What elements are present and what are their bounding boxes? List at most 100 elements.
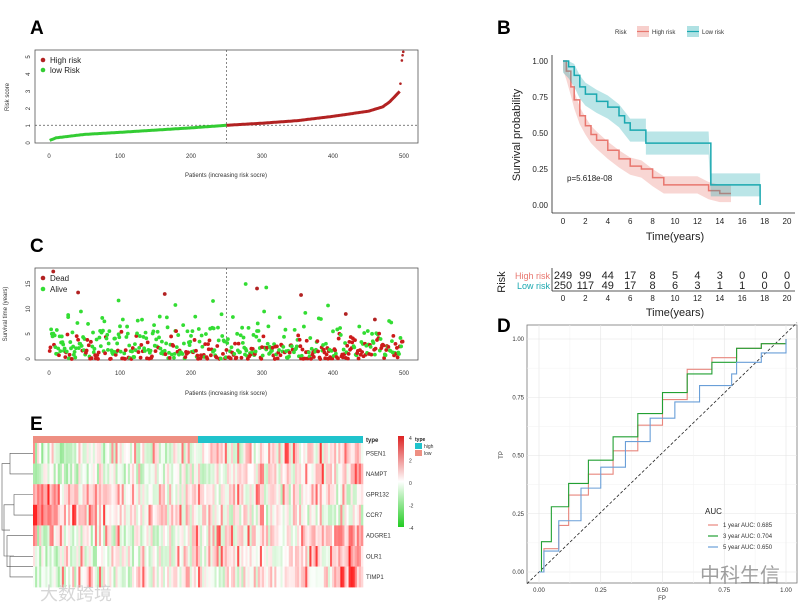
heatmap-cell (294, 504, 298, 526)
heatmap-cell (220, 546, 224, 567)
heatmap-cell (115, 566, 118, 588)
heatmap-cell (59, 443, 63, 464)
heatmap-cell (74, 484, 77, 505)
heatmap-cell (123, 546, 127, 567)
alive-point (62, 346, 67, 351)
dead-point (350, 340, 355, 345)
heatmap-cell (249, 566, 252, 588)
heatmap-cell (148, 525, 151, 547)
heatmap-cell (340, 504, 343, 526)
heatmap-cell (222, 525, 226, 547)
heatmap-cell (138, 566, 141, 588)
heatmap-cell (59, 566, 63, 588)
heatmap-cell (216, 546, 219, 567)
heatmap-cell (195, 443, 199, 464)
gene-label: NAMPT (366, 472, 387, 478)
y-tick-label: 0.75 (532, 93, 548, 102)
alive-point (398, 336, 403, 340)
heatmap-cell (200, 463, 203, 485)
heatmap-cell (228, 463, 232, 485)
heatmap-cell (332, 546, 335, 567)
y-axis-label: Survival time (years) (3, 287, 9, 342)
risk-table-value: 3 (694, 280, 700, 292)
heatmap-cell (356, 525, 360, 547)
heatmap-cell (247, 463, 250, 485)
heatmap-cell (35, 525, 38, 547)
alive-point (181, 323, 186, 328)
low-risk-points (49, 123, 227, 142)
dead-point (89, 356, 94, 361)
heatmap-cell (204, 546, 207, 567)
heatmap-cell (276, 566, 279, 588)
heatmap-cell (200, 484, 203, 505)
dead-point (65, 332, 70, 337)
heatmap-cell (35, 484, 38, 505)
dead-point (96, 350, 101, 355)
heatmap-cell (284, 525, 287, 547)
panel-label-d: D (497, 316, 511, 337)
panel-label-c: C (30, 236, 44, 257)
heatmap-cell (202, 546, 205, 567)
dead-point (174, 329, 178, 334)
heatmap-cell (327, 484, 331, 505)
legend-title: AUC (705, 507, 722, 516)
heatmap-cell (249, 504, 252, 526)
x-tick-label: 0.25 (595, 588, 607, 594)
y-tick-label: 0.50 (512, 454, 524, 460)
heatmap-cell (167, 463, 170, 485)
heatmap-cell (195, 566, 199, 588)
heatmap-cell (350, 463, 353, 485)
heatmap-cell (336, 463, 339, 485)
heatmap-cell (80, 546, 83, 567)
heatmap-cell (317, 463, 320, 485)
dead-point (353, 338, 357, 342)
heatmap-cell (299, 566, 302, 588)
heatmap-cell (272, 443, 275, 464)
heatmap-cell (136, 443, 139, 464)
heatmap-cell (144, 546, 147, 567)
color-scale-bar (398, 436, 404, 527)
dead-point (345, 343, 350, 348)
heatmap-cell (136, 484, 139, 505)
heatmap-cell (127, 566, 131, 588)
heatmap-cell (76, 463, 79, 485)
heatmap-cell (53, 463, 56, 485)
heatmap-cell (43, 546, 46, 567)
heatmap-cell (175, 484, 178, 505)
alive-point (91, 330, 95, 335)
heatmap-cell (173, 443, 176, 464)
heatmap-cell (132, 504, 135, 526)
heatmap-cell (167, 484, 170, 505)
heatmap-cell (243, 463, 246, 485)
alive-point (141, 335, 146, 339)
alive-point (301, 324, 306, 329)
heatmap-cell (115, 463, 118, 485)
heatmap-cell (49, 484, 52, 505)
heatmap-cell (243, 443, 246, 464)
dead-point (194, 348, 198, 353)
heatmap-cell (276, 443, 279, 464)
heatmap-cell (334, 525, 337, 547)
heatmap-cell (356, 504, 360, 526)
alive-point (113, 336, 117, 341)
heatmap-cell (311, 525, 314, 547)
alive-point (81, 348, 86, 353)
heatmap-cell (198, 443, 201, 464)
heatmap-cell (272, 546, 275, 567)
y-axis-label: TP (499, 451, 505, 459)
heatmap-cell (123, 525, 127, 547)
heatmap-cell (80, 566, 83, 588)
dead-point (186, 350, 191, 355)
heatmap-cell (297, 484, 300, 505)
x-tick-label: 0 (47, 371, 51, 377)
heatmap-cell (294, 443, 298, 464)
heatmap-cell (294, 546, 298, 567)
heatmap-cell (82, 484, 85, 505)
patient-point (343, 312, 348, 316)
x-tick-label: 8 (650, 217, 655, 226)
heatmap-cell (299, 546, 302, 567)
dendrogram-branch (1, 463, 10, 531)
heatmap-cell (319, 566, 323, 588)
heatmap-cell (160, 566, 164, 588)
heatmap-cell (140, 443, 143, 464)
